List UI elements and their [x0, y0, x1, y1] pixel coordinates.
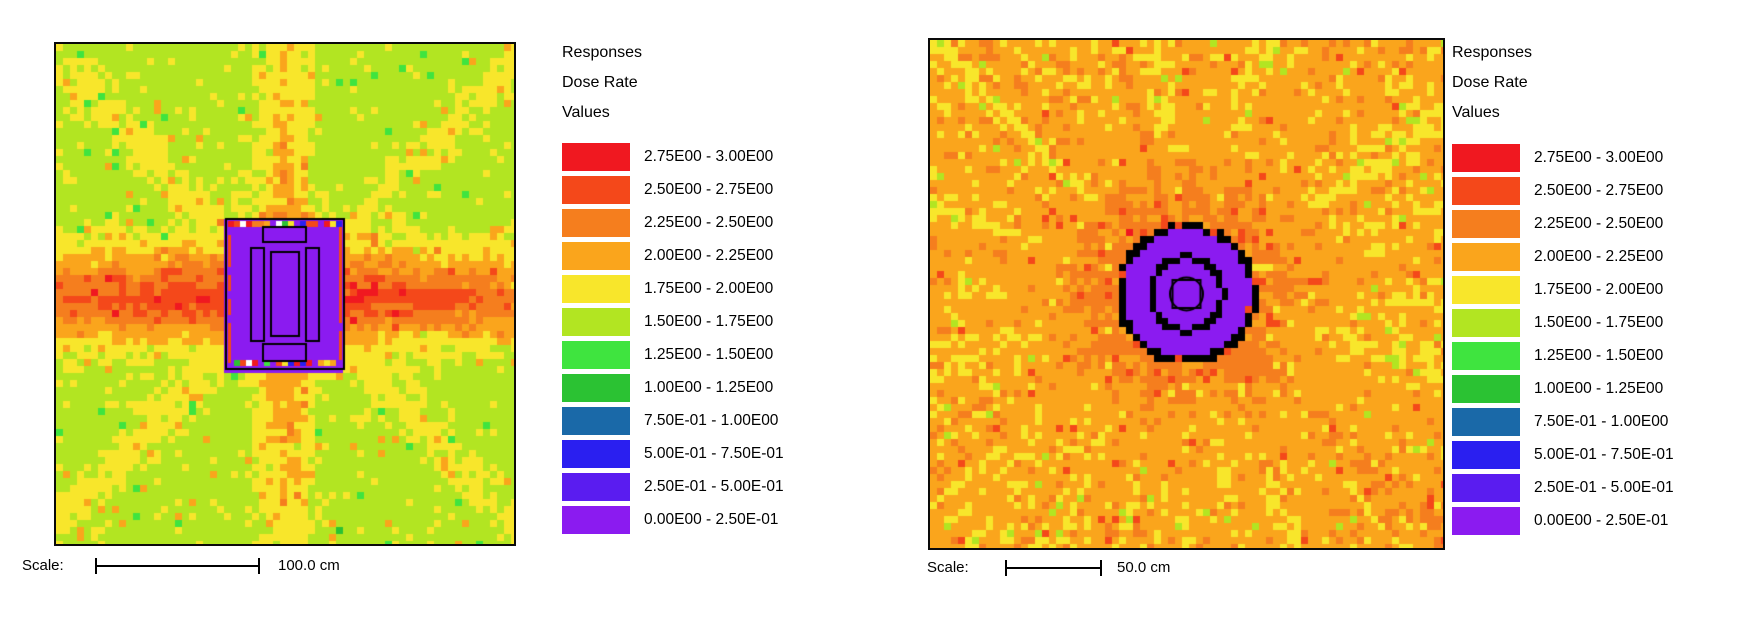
- legend-entry-label: 0.00E00 - 2.50E-01: [1534, 512, 1669, 529]
- legend-entry: 1.75E00 - 2.00E00: [1452, 276, 1674, 304]
- legend-title-line: Dose Rate: [562, 74, 638, 91]
- legend-entry-label: 1.00E00 - 1.25E00: [644, 379, 774, 396]
- scale-bar-line: [1007, 567, 1100, 569]
- legend-entry: 5.00E-01 - 7.50E-01: [1452, 441, 1674, 469]
- legend-swatch: [562, 407, 630, 435]
- scale-bar: [1005, 560, 1102, 576]
- legend-swatch: [562, 440, 630, 468]
- legend-swatch: [1452, 243, 1520, 271]
- side-view-heatmap-canvas: [56, 44, 514, 544]
- legend-entry-label: 1.50E00 - 1.75E00: [644, 313, 774, 330]
- legend-entry-label: 2.00E00 - 2.25E00: [644, 247, 774, 264]
- legend-swatch: [562, 308, 630, 336]
- legend-entry-label: 2.75E00 - 3.00E00: [1534, 149, 1664, 166]
- scale-bar-line: [97, 565, 258, 567]
- legend-entry: 0.00E00 - 2.50E-01: [562, 506, 784, 534]
- scale-bar: [95, 558, 260, 574]
- legend-swatch: [1452, 474, 1520, 502]
- side-view-legend-title: Responses Dose Rate Values: [562, 38, 642, 128]
- legend-entry-label: 1.75E00 - 2.00E00: [644, 280, 774, 297]
- legend-entry-label: 1.25E00 - 1.50E00: [644, 346, 774, 363]
- top-view-legend-entries: 2.75E00 - 3.00E00 2.50E00 - 2.75E00 2.25E0…: [1452, 144, 1674, 535]
- scale-value: 100.0 cm: [278, 557, 340, 574]
- legend-entry-label: 2.25E00 - 2.50E00: [644, 214, 774, 231]
- scale-label: Scale:: [927, 559, 969, 576]
- side-view-plot: [54, 42, 516, 546]
- legend-swatch: [1452, 276, 1520, 304]
- legend-title-line: Responses: [1452, 44, 1533, 61]
- legend-swatch: [562, 143, 630, 171]
- legend-entry: 1.00E00 - 1.25E00: [562, 374, 784, 402]
- legend-entry: 1.50E00 - 1.75E00: [562, 308, 784, 336]
- scale-value: 50.0 cm: [1117, 559, 1171, 576]
- legend-swatch: [1452, 375, 1520, 403]
- legend-entry-label: 7.50E-01 - 1.00E00: [644, 412, 779, 429]
- legend-title-line: Values: [1452, 104, 1500, 121]
- legend-entry: 2.00E00 - 2.25E00: [1452, 243, 1674, 271]
- legend-entry: 2.50E00 - 2.75E00: [1452, 177, 1674, 205]
- legend-title-line: Values: [562, 104, 610, 121]
- legend-entry-label: 2.75E00 - 3.00E00: [644, 148, 774, 165]
- top-view-plot: [928, 38, 1445, 550]
- legend-entry: 2.75E00 - 3.00E00: [1452, 144, 1674, 172]
- legend-entry: 2.50E00 - 2.75E00: [562, 176, 784, 204]
- scale-label: Scale:: [22, 557, 64, 574]
- legend-entry-label: 2.25E00 - 2.50E00: [1534, 215, 1664, 232]
- legend-entry: 5.00E-01 - 7.50E-01: [562, 440, 784, 468]
- legend-swatch: [1452, 507, 1520, 535]
- side-view-legend-entries: 2.75E00 - 3.00E00 2.50E00 - 2.75E00 2.25E0…: [562, 143, 784, 534]
- legend-swatch: [1452, 177, 1520, 205]
- legend-entry: 1.00E00 - 1.25E00: [1452, 375, 1674, 403]
- legend-entry: 7.50E-01 - 1.00E00: [1452, 408, 1674, 436]
- top-view-legend-title: Responses Dose Rate Values: [1452, 38, 1532, 128]
- legend-swatch: [562, 473, 630, 501]
- legend-swatch: [562, 209, 630, 237]
- legend-swatch: [562, 242, 630, 270]
- legend-entry: 2.50E-01 - 5.00E-01: [1452, 474, 1674, 502]
- legend-entry-label: 2.50E00 - 2.75E00: [1534, 182, 1664, 199]
- legend-entry-label: 1.75E00 - 2.00E00: [1534, 281, 1664, 298]
- legend-entry-label: 1.50E00 - 1.75E00: [1534, 314, 1664, 331]
- legend-swatch: [1452, 408, 1520, 436]
- legend-entry: 2.25E00 - 2.50E00: [1452, 210, 1674, 238]
- legend-entry-label: 1.25E00 - 1.50E00: [1534, 347, 1664, 364]
- legend-entry-label: 2.50E-01 - 5.00E-01: [1534, 479, 1674, 496]
- legend-entry: 2.00E00 - 2.25E00: [562, 242, 784, 270]
- legend-entry-label: 2.50E-01 - 5.00E-01: [644, 478, 784, 495]
- legend-entry-label: 0.00E00 - 2.50E-01: [644, 511, 779, 528]
- legend-entry: 1.25E00 - 1.50E00: [562, 341, 784, 369]
- legend-swatch: [562, 176, 630, 204]
- legend-entry: 0.00E00 - 2.50E-01: [1452, 507, 1674, 535]
- legend-swatch: [1452, 144, 1520, 172]
- legend-entry: 2.50E-01 - 5.00E-01: [562, 473, 784, 501]
- legend-title-line: Dose Rate: [1452, 74, 1528, 91]
- legend-swatch: [562, 275, 630, 303]
- legend-entry: 1.50E00 - 1.75E00: [1452, 309, 1674, 337]
- legend-entry: 1.75E00 - 2.00E00: [562, 275, 784, 303]
- legend-entry-label: 2.00E00 - 2.25E00: [1534, 248, 1664, 265]
- legend-entry-label: 5.00E-01 - 7.50E-01: [1534, 446, 1674, 463]
- legend-entry: 1.25E00 - 1.50E00: [1452, 342, 1674, 370]
- top-view-heatmap-canvas: [930, 40, 1443, 548]
- legend-swatch: [562, 341, 630, 369]
- legend-entry-label: 7.50E-01 - 1.00E00: [1534, 413, 1669, 430]
- legend-entry: 7.50E-01 - 1.00E00: [562, 407, 784, 435]
- legend-swatch: [562, 506, 630, 534]
- legend-title-line: Responses: [562, 44, 643, 61]
- legend-swatch: [562, 374, 630, 402]
- legend-entry-label: 1.00E00 - 1.25E00: [1534, 380, 1664, 397]
- legend-swatch: [1452, 210, 1520, 238]
- legend-swatch: [1452, 342, 1520, 370]
- legend-entry: 2.75E00 - 3.00E00: [562, 143, 784, 171]
- legend-entry: 2.25E00 - 2.50E00: [562, 209, 784, 237]
- legend-swatch: [1452, 441, 1520, 469]
- legend-entry-label: 5.00E-01 - 7.50E-01: [644, 445, 784, 462]
- legend-swatch: [1452, 309, 1520, 337]
- legend-entry-label: 2.50E00 - 2.75E00: [644, 181, 774, 198]
